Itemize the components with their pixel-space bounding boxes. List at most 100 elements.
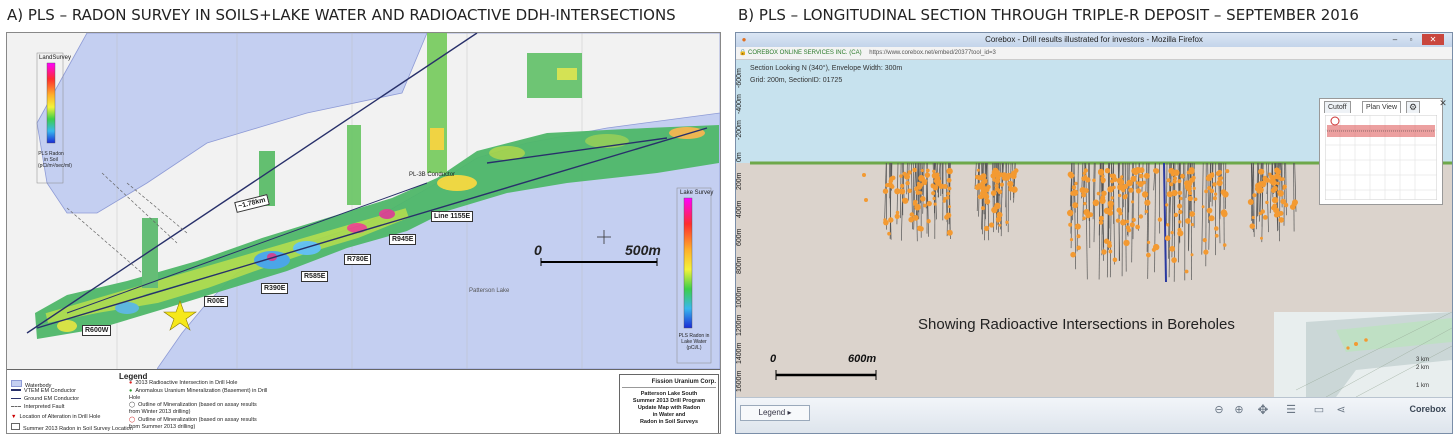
list-icon[interactable]: ☰ [1286, 404, 1296, 416]
depth-label: 200m [736, 172, 743, 190]
window-title: Corebox - Drill results illustrated for … [985, 35, 1203, 44]
intersection-point [882, 188, 889, 194]
intersection-point [1011, 187, 1016, 192]
intersection-point [1179, 196, 1183, 201]
intersection-point [1190, 253, 1194, 257]
callout-r00e: R00E [204, 296, 228, 307]
map-title-block: Fission Uranium Corp. Patterson Lake Sou… [619, 374, 719, 433]
intersection-point [1283, 202, 1289, 208]
intersection-point [991, 206, 998, 214]
tab-cutoff[interactable]: Cutoff [1324, 101, 1351, 113]
legend-button[interactable]: Legend ▸ [740, 405, 810, 421]
legend-item-fault: Interpreted Fault [11, 404, 64, 411]
intersection-point [1013, 168, 1019, 173]
intersection-point [1173, 212, 1179, 218]
overlay-caption: Showing Radioactive Intersections in Bor… [918, 316, 1235, 333]
intersection-point [1177, 190, 1183, 196]
intersection-point [1131, 217, 1136, 222]
intersection-point [1138, 214, 1144, 219]
intersection-point [907, 170, 912, 175]
intersection-point [1277, 190, 1282, 195]
intersection-point [976, 168, 980, 172]
maximize-button[interactable]: ▫ [1409, 35, 1413, 44]
depth-label: 600m [736, 228, 743, 246]
intersection-point [1187, 195, 1193, 202]
intersection-point [1201, 205, 1205, 209]
intersection-point [977, 194, 983, 200]
intersection-point [1209, 188, 1215, 194]
intersection-point [1098, 220, 1104, 225]
intersection-point [998, 223, 1002, 227]
intersection-point [1254, 186, 1260, 192]
lake-legend-caption: PLS Radon in Lake Water (pCi/L) [678, 333, 710, 351]
intersection-point [1184, 269, 1189, 274]
drill-hole [1124, 162, 1127, 272]
intersection-point [904, 173, 910, 180]
intersection-point [1005, 220, 1009, 224]
intersection-point [1067, 171, 1074, 178]
intersection-point [1130, 175, 1137, 182]
intersection-point [1169, 182, 1174, 187]
zoom-in-icon[interactable]: ⊕ [1234, 404, 1244, 416]
inset-close-icon[interactable]: ✕ [1439, 98, 1447, 108]
intersection-point [1189, 211, 1196, 217]
callout-line-1155e: Line 1155E [431, 211, 474, 222]
intersection-point [916, 184, 923, 190]
intersection-point [1274, 167, 1280, 173]
lake-legend-bar [683, 197, 693, 329]
intersection-point [1108, 249, 1113, 254]
intersection-point [1146, 252, 1151, 258]
drill-hole [1266, 162, 1269, 233]
intersection-point [1074, 223, 1081, 230]
intersection-point [1249, 223, 1256, 229]
intersection-point [996, 211, 1003, 218]
callout-r600w: R600W [82, 325, 112, 336]
intersection-point [1088, 212, 1094, 218]
screen-icon[interactable]: ▭ [1313, 404, 1325, 416]
intersection-point [1212, 196, 1217, 201]
intersection-point [1214, 226, 1219, 231]
intersection-point [1107, 243, 1112, 249]
intersection-point [887, 231, 891, 236]
plan-view-inset[interactable]: Cutoff Plan View ⚙ [1319, 98, 1443, 205]
intersection-point [1252, 193, 1257, 198]
intersection-point [939, 183, 943, 187]
intersection-point [933, 178, 938, 184]
section-viewer[interactable]: Section Looking N (340°), Envelope Width… [736, 60, 1452, 397]
intersection-point [1165, 203, 1169, 207]
minimize-button[interactable]: – [1392, 35, 1398, 44]
zoom-out-icon[interactable]: ⊖ [1214, 404, 1224, 416]
intersection-point [1177, 230, 1184, 237]
intersection-point [1138, 167, 1145, 174]
share-icon[interactable]: ⋖ [1336, 404, 1346, 416]
intersection-point [1212, 182, 1217, 187]
drill-hole [1182, 162, 1185, 228]
intersection-point [1262, 215, 1268, 220]
intersection-point [1271, 196, 1279, 204]
callout-r585e: R585E [301, 271, 329, 282]
intersection-point [1222, 243, 1227, 247]
intersection-point [1164, 235, 1171, 241]
settings-gear-icon[interactable]: ⚙ [1406, 101, 1421, 113]
drill-hole [1128, 162, 1130, 213]
pan-control-icon[interactable]: ✥ [1257, 402, 1269, 417]
intersection-point [885, 183, 890, 188]
intersection-point [1115, 218, 1120, 223]
intersection-point [1203, 249, 1209, 255]
close-button[interactable]: ✕ [1422, 34, 1444, 45]
intersection-point [912, 201, 917, 206]
intersection-point [1083, 188, 1089, 194]
intersection-point [912, 167, 917, 173]
intersection-point [1153, 168, 1160, 174]
intersection-point [1076, 245, 1081, 251]
discovery-star [163, 300, 197, 331]
intersection-point [920, 196, 926, 202]
intersection-point [1216, 179, 1223, 187]
intersection-point [1214, 233, 1219, 238]
address-bar[interactable]: 🔒 COREBOX ONLINE SERVICES INC. (CA) http… [736, 47, 1452, 60]
intersection-point [1101, 249, 1107, 255]
intersection-point [1278, 210, 1284, 216]
drill-hole [1147, 162, 1150, 279]
tab-plan-view[interactable]: Plan View [1362, 101, 1402, 113]
intersection-point [1202, 238, 1207, 243]
